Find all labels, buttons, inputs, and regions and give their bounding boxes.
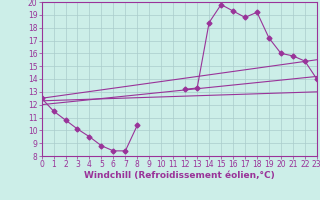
X-axis label: Windchill (Refroidissement éolien,°C): Windchill (Refroidissement éolien,°C) <box>84 171 275 180</box>
